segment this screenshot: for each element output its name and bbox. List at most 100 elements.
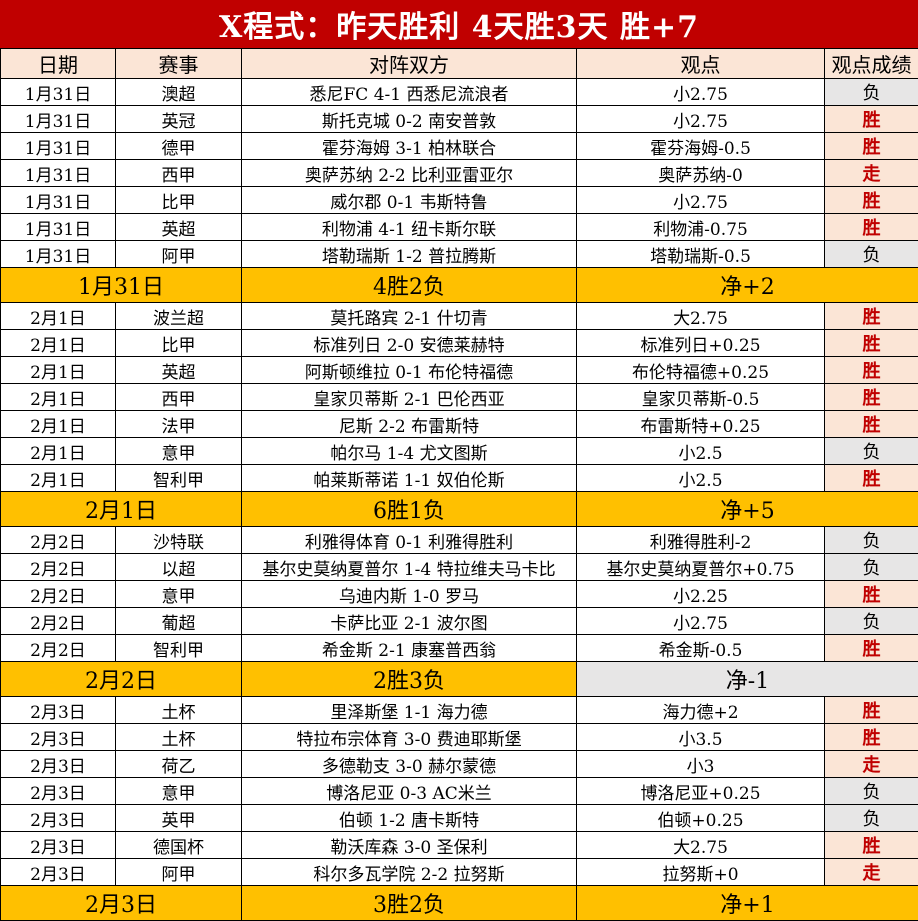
date-cell: 1月31日 — [1, 79, 116, 106]
result-cell: 胜 — [825, 635, 918, 662]
date-cell: 2月3日 — [1, 805, 116, 832]
result-cell: 负 — [825, 438, 918, 465]
pick-cell: 小2.75 — [577, 608, 825, 635]
result-cell: 走 — [825, 751, 918, 778]
pick-cell: 小2.5 — [577, 465, 825, 492]
results-table: 日期赛事对阵双方观点观点成绩 1月31日澳超悉尼FC 4-1 西悉尼流浪者小2.… — [0, 48, 918, 921]
league-cell: 葡超 — [116, 608, 242, 635]
date-cell: 1月31日 — [1, 187, 116, 214]
result-cell: 负 — [825, 805, 918, 832]
league-cell: 比甲 — [116, 330, 242, 357]
date-cell: 1月31日 — [1, 241, 116, 268]
matchup-cell: 莫托路宾 2-1 什切青 — [242, 303, 577, 330]
summary-date-cell: 2月1日 — [1, 492, 242, 527]
summary-net-cell: 净+1 — [577, 886, 918, 921]
summary-record-cell: 4胜2负 — [242, 268, 577, 303]
league-cell: 澳超 — [116, 79, 242, 106]
column-header-matchup: 对阵双方 — [242, 49, 577, 79]
result-cell: 负 — [825, 554, 918, 581]
matchup-cell: 阿斯顿维拉 0-1 布伦特福德 — [242, 357, 577, 384]
pick-cell: 伯顿+0.25 — [577, 805, 825, 832]
pick-cell: 小3 — [577, 751, 825, 778]
matchup-cell: 卡萨比亚 2-1 波尔图 — [242, 608, 577, 635]
matchup-cell: 科尔多瓦学院 2-2 拉努斯 — [242, 859, 577, 886]
pick-cell: 布雷斯特+0.25 — [577, 411, 825, 438]
league-cell: 沙特联 — [116, 527, 242, 554]
league-cell: 荷乙 — [116, 751, 242, 778]
date-cell: 1月31日 — [1, 133, 116, 160]
matchup-cell: 尼斯 2-2 布雷斯特 — [242, 411, 577, 438]
date-cell: 2月1日 — [1, 438, 116, 465]
date-cell: 1月31日 — [1, 160, 116, 187]
pick-cell: 标准列日+0.25 — [577, 330, 825, 357]
result-cell: 胜 — [825, 411, 918, 438]
summary-date-cell: 2月2日 — [1, 662, 242, 697]
league-cell: 英超 — [116, 357, 242, 384]
title-bar: X程式：昨天胜利 4天胜3天 胜+7 — [0, 0, 918, 48]
result-cell: 胜 — [825, 832, 918, 859]
pick-cell: 布伦特福德+0.25 — [577, 357, 825, 384]
matchup-cell: 利雅得体育 0-1 利雅得胜利 — [242, 527, 577, 554]
league-cell: 智利甲 — [116, 465, 242, 492]
league-cell: 阿甲 — [116, 241, 242, 268]
matchup-cell: 基尔史莫纳夏普尔 1-4 特拉维夫马卡比 — [242, 554, 577, 581]
league-cell: 比甲 — [116, 187, 242, 214]
result-cell: 胜 — [825, 133, 918, 160]
league-cell: 英超 — [116, 214, 242, 241]
league-cell: 西甲 — [116, 160, 242, 187]
column-header-pick: 观点 — [577, 49, 825, 79]
header-row: 日期赛事对阵双方观点观点成绩 — [1, 49, 918, 79]
league-cell: 土杯 — [116, 724, 242, 751]
result-cell: 胜 — [825, 357, 918, 384]
pick-cell: 基尔史莫纳夏普尔+0.75 — [577, 554, 825, 581]
matchup-cell: 勒沃库森 3-0 圣保利 — [242, 832, 577, 859]
league-cell: 英冠 — [116, 106, 242, 133]
matchup-cell: 特拉布宗体育 3-0 费迪耶斯堡 — [242, 724, 577, 751]
result-cell: 负 — [825, 778, 918, 805]
matchup-cell: 塔勒瑞斯 1-2 普拉腾斯 — [242, 241, 577, 268]
result-cell: 胜 — [825, 187, 918, 214]
date-cell: 2月3日 — [1, 832, 116, 859]
summary-net-cell: 净-1 — [577, 662, 918, 697]
matchup-cell: 悉尼FC 4-1 西悉尼流浪者 — [242, 79, 577, 106]
date-cell: 2月1日 — [1, 357, 116, 384]
date-cell: 2月2日 — [1, 554, 116, 581]
league-cell: 西甲 — [116, 384, 242, 411]
result-cell: 负 — [825, 608, 918, 635]
pick-cell: 小2.25 — [577, 581, 825, 608]
summary-record-cell: 6胜1负 — [242, 492, 577, 527]
league-cell: 意甲 — [116, 581, 242, 608]
matchup-cell: 标准列日 2-0 安德莱赫特 — [242, 330, 577, 357]
date-cell: 2月3日 — [1, 859, 116, 886]
pick-cell: 利雅得胜利-2 — [577, 527, 825, 554]
summary-net-cell: 净+5 — [577, 492, 918, 527]
result-cell: 负 — [825, 241, 918, 268]
date-cell: 2月1日 — [1, 411, 116, 438]
pick-cell: 希金斯-0.5 — [577, 635, 825, 662]
column-header-date: 日期 — [1, 49, 116, 79]
result-cell: 胜 — [825, 697, 918, 724]
result-cell: 胜 — [825, 384, 918, 411]
league-cell: 德甲 — [116, 133, 242, 160]
league-cell: 英甲 — [116, 805, 242, 832]
date-cell: 2月3日 — [1, 697, 116, 724]
matchup-cell: 乌迪内斯 1-0 罗马 — [242, 581, 577, 608]
date-cell: 2月1日 — [1, 465, 116, 492]
matchup-cell: 博洛尼亚 0-3 AC米兰 — [242, 778, 577, 805]
